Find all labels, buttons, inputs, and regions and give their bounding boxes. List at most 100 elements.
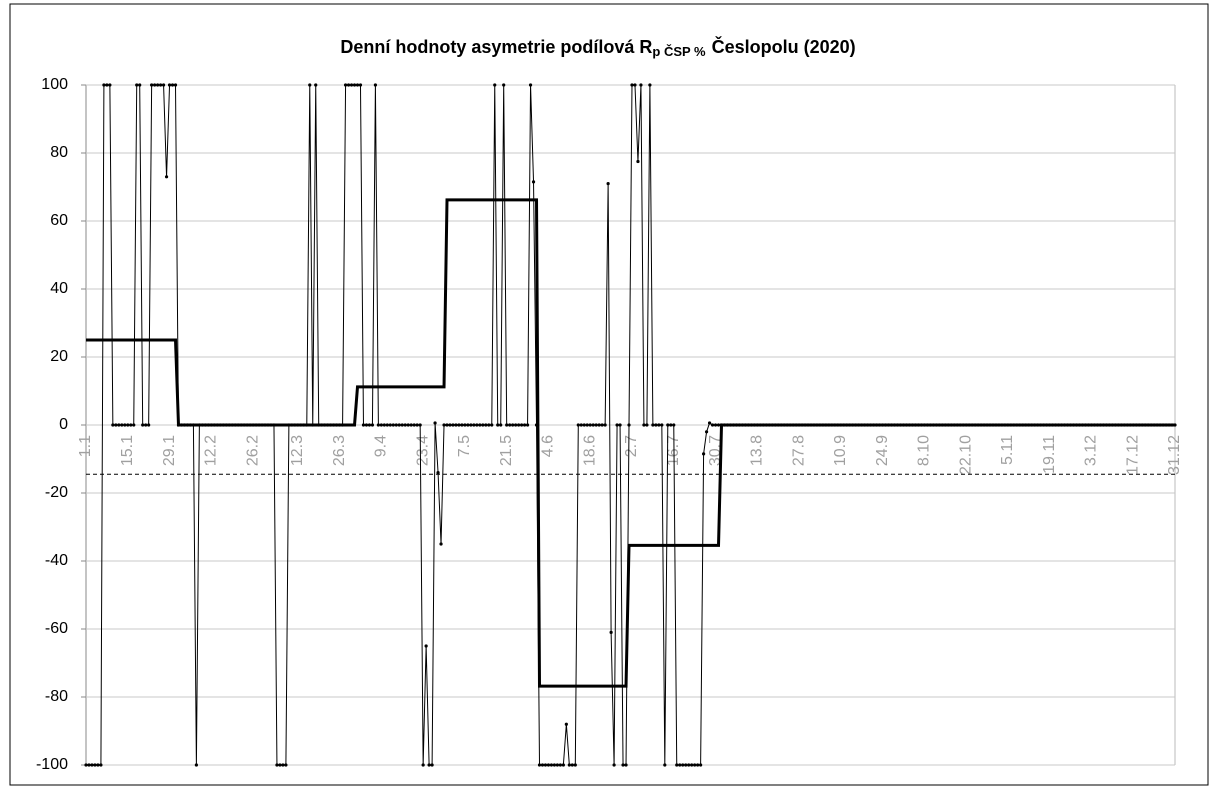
x-tick-label: 9.4 xyxy=(373,435,390,457)
data-point xyxy=(699,763,703,767)
data-point xyxy=(525,423,530,427)
x-tick-label: 18.6 xyxy=(581,435,598,466)
data-point xyxy=(194,763,198,767)
data-point xyxy=(570,763,574,767)
data-point xyxy=(606,182,610,186)
data-point xyxy=(522,423,527,427)
data-point xyxy=(138,83,142,87)
data-point xyxy=(308,83,312,87)
data-point xyxy=(120,423,124,427)
data-point xyxy=(472,423,476,427)
data-point xyxy=(158,83,163,87)
data-point xyxy=(433,421,437,425)
data-point xyxy=(400,423,404,427)
data-point xyxy=(418,423,422,427)
data-point xyxy=(475,423,479,427)
data-point xyxy=(93,763,97,767)
x-tick-label: 8.10 xyxy=(916,435,933,466)
title-end: Česlopolu (2020) xyxy=(712,36,856,57)
data-point xyxy=(370,423,375,427)
data-point xyxy=(639,83,643,87)
data-point xyxy=(502,83,506,87)
data-point xyxy=(517,423,521,427)
data-point xyxy=(642,423,646,427)
data-point xyxy=(173,83,178,87)
data-point xyxy=(478,423,482,427)
data-point xyxy=(164,175,169,179)
data-point xyxy=(499,423,503,427)
data-point xyxy=(687,763,691,767)
data-point xyxy=(167,83,172,87)
data-point xyxy=(403,423,407,427)
data-point xyxy=(406,423,410,427)
data-point xyxy=(576,423,580,427)
data-point xyxy=(633,83,637,87)
data-point xyxy=(87,763,91,767)
data-point xyxy=(693,763,697,767)
y-tick-label: 0 xyxy=(59,416,68,433)
data-point xyxy=(457,423,461,427)
data-point xyxy=(597,423,601,427)
data-point xyxy=(132,423,136,427)
data-point xyxy=(609,630,613,635)
data-point xyxy=(460,423,464,427)
data-point xyxy=(281,763,285,767)
data-point xyxy=(394,423,398,427)
data-point xyxy=(349,83,354,87)
data-point xyxy=(448,423,452,427)
data-point xyxy=(352,83,357,87)
data-point xyxy=(564,722,568,726)
chart-frame xyxy=(9,3,1209,786)
data-point xyxy=(540,763,545,767)
data-point xyxy=(561,763,565,767)
chart-title: Denní hodnoty asymetrie podílová Rp ČSP … xyxy=(340,36,855,60)
data-point xyxy=(585,423,589,427)
data-point xyxy=(409,423,413,427)
data-point xyxy=(144,423,148,427)
data-point xyxy=(84,763,88,767)
data-point xyxy=(430,763,434,767)
x-tick-label: 26.3 xyxy=(331,435,348,466)
data-point xyxy=(412,423,416,427)
x-tick-label: 27.8 xyxy=(790,435,807,466)
data-point xyxy=(552,763,557,767)
data-point xyxy=(704,430,709,434)
x-tick-label: 15.1 xyxy=(119,435,136,466)
data-point xyxy=(675,763,679,767)
data-point xyxy=(528,83,533,87)
data-point xyxy=(424,644,428,648)
data-point xyxy=(621,763,625,767)
data-point xyxy=(99,763,103,767)
data-point xyxy=(710,423,715,427)
data-point xyxy=(454,423,458,427)
data-point xyxy=(153,83,157,87)
data-point xyxy=(555,763,560,767)
data-point xyxy=(451,423,455,427)
data-point xyxy=(114,423,118,427)
data-point xyxy=(690,763,694,767)
data-point xyxy=(546,763,551,767)
data-point xyxy=(645,423,649,427)
data-point xyxy=(421,763,425,767)
data-point xyxy=(364,423,369,427)
data-point xyxy=(96,763,100,767)
data-point xyxy=(102,83,106,87)
data-point xyxy=(170,83,175,87)
data-point xyxy=(713,423,718,427)
data-point xyxy=(660,423,664,427)
data-point xyxy=(105,83,109,87)
data-point xyxy=(346,83,351,87)
data-point xyxy=(117,423,121,427)
data-point xyxy=(415,423,419,427)
data-point xyxy=(382,423,386,427)
x-tick-label: 21.5 xyxy=(498,435,515,466)
data-point xyxy=(391,423,395,427)
data-point xyxy=(156,83,160,87)
data-point xyxy=(427,763,431,767)
data-point xyxy=(612,763,616,767)
data-point xyxy=(573,763,577,767)
x-tick-label: 12.3 xyxy=(289,435,306,466)
x-tick-label: 1.1 xyxy=(77,435,94,457)
data-point xyxy=(684,763,688,767)
data-point xyxy=(388,423,392,427)
